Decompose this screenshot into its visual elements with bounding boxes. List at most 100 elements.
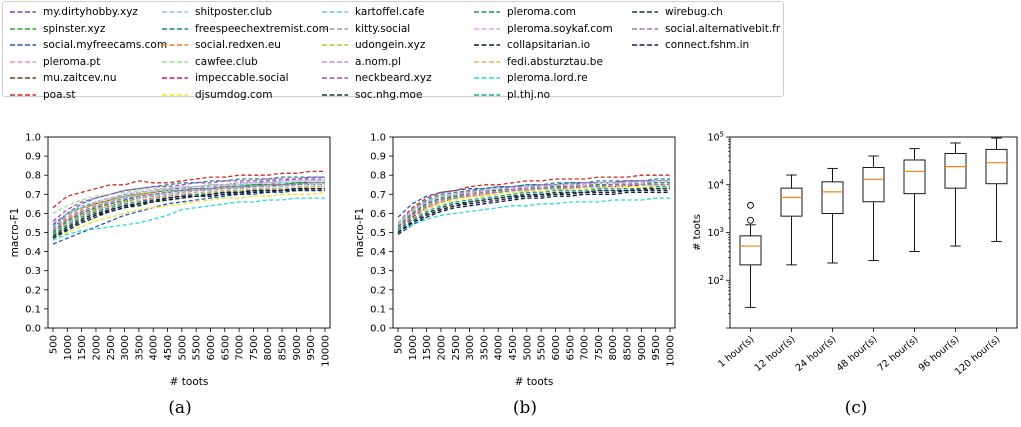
- x-tick-label: 1500: [422, 335, 433, 360]
- x-tick-label: 7500: [594, 335, 605, 360]
- legend-item: impeccable.social: [161, 70, 289, 86]
- legend-label: kitty.social: [355, 22, 411, 35]
- legend-label: a.nom.pl: [355, 55, 401, 68]
- legend-swatch: [474, 60, 500, 63]
- legend-label: pleroma.lord.re: [507, 72, 588, 84]
- legend-swatch: [10, 77, 36, 79]
- y-tick-label: 0.9: [25, 152, 41, 163]
- series-line: [397, 184, 670, 230]
- y-tick-label: 105: [707, 131, 724, 144]
- legend-swatch: [10, 60, 36, 63]
- series-line: [397, 189, 670, 234]
- legend-item: my.dirtyhobby.xyz: [9, 4, 138, 20]
- y-tick-label: 102: [707, 274, 724, 287]
- x-tick-label: 1 hour(s): [716, 334, 756, 370]
- y-axis-label: # toots: [692, 214, 703, 251]
- legend-swatch: [322, 27, 348, 30]
- y-tick-label: 0.7: [370, 190, 386, 201]
- y-axis-label: macro-F1: [354, 208, 366, 258]
- legend-label: pleroma.soykaf.com: [507, 22, 613, 35]
- legend-label: fedi.absturztau.be: [507, 55, 603, 68]
- y-tick-label: 0.2: [370, 285, 386, 296]
- series-line: [52, 187, 325, 235]
- box: [903, 159, 926, 195]
- legend-label: freespeechextremist.com: [195, 22, 329, 35]
- legend-swatch: [474, 11, 500, 13]
- legend-item: pl.thj.no: [473, 87, 550, 103]
- x-tick-label: 4500: [508, 335, 519, 360]
- series-line: [397, 186, 670, 232]
- legend-swatch: [632, 27, 658, 30]
- x-tick-label: 8000: [608, 335, 619, 360]
- legend-item: pleroma.soykaf.com: [473, 21, 613, 37]
- x-tick-label: 7500: [249, 335, 260, 360]
- legend-item: pleroma.pt: [9, 54, 100, 70]
- x-tick-label: 4500: [163, 335, 174, 360]
- legend-label: connect.fshm.in: [665, 39, 750, 51]
- series-line: [52, 186, 325, 235]
- x-tick-label: 5500: [192, 335, 203, 360]
- series-line: [52, 180, 325, 228]
- y-tick-label: 103: [707, 226, 724, 239]
- x-axis-label: # toots: [170, 376, 209, 388]
- x-tick-label: 72 hour(s): [876, 334, 921, 374]
- x-tick-label: 9500: [306, 335, 317, 360]
- box: [985, 148, 1008, 185]
- x-tick-label: 6000: [551, 335, 562, 360]
- y-tick-label: 0.3: [370, 266, 386, 277]
- legend-label: poa.st: [43, 88, 76, 101]
- x-tick-label: 3500: [134, 335, 145, 360]
- box: [944, 153, 967, 189]
- legend-label: impeccable.social: [195, 72, 289, 84]
- legend-swatch: [322, 93, 348, 96]
- legend-item: spinster.xyz: [9, 21, 105, 37]
- x-tick-label: 6500: [565, 335, 576, 360]
- y-tick-label: 104: [707, 178, 724, 191]
- x-tick-label: 3000: [465, 335, 476, 360]
- legend-item: freespeechextremist.com: [161, 21, 329, 37]
- series-line: [397, 191, 670, 235]
- y-tick-label: 0.3: [25, 266, 41, 277]
- series-line: [52, 187, 325, 239]
- y-tick-label: 0.9: [370, 152, 386, 163]
- legend-item: cawfee.club: [161, 54, 258, 70]
- legend-swatch: [474, 93, 500, 96]
- x-tick-label: 24 hour(s): [794, 334, 839, 374]
- box: [862, 167, 885, 203]
- x-tick-label: 2500: [106, 335, 117, 360]
- x-axis-label: # toots: [515, 376, 554, 388]
- x-tick-label: 7000: [580, 335, 591, 360]
- y-tick-label: 0.4: [370, 247, 386, 258]
- caption-a: (a): [168, 398, 192, 418]
- legend: my.dirtyhobby.xyz spinster.xyz social.myfr…: [2, 1, 784, 101]
- series-line: [397, 180, 670, 226]
- x-tick-label: 5000: [177, 335, 188, 360]
- legend-item: pleroma.lord.re: [473, 70, 588, 86]
- legend-label: neckbeard.xyz: [355, 72, 432, 84]
- legend-label: shitposter.club: [195, 6, 272, 18]
- y-tick-label: 0.7: [25, 190, 41, 201]
- legend-label: kartoffel.cafe: [355, 6, 425, 18]
- caption-b: (b): [512, 398, 538, 418]
- y-tick-label: 0.8: [25, 171, 41, 182]
- x-tick-label: 3000: [120, 335, 131, 360]
- caption-c: (c): [844, 398, 868, 418]
- legend-label: social.redxen.eu: [195, 39, 281, 51]
- legend-label: social.alternativebit.fr: [665, 22, 781, 35]
- legend-item: wirebug.ch: [631, 4, 723, 20]
- legend-label: pleroma.pt: [43, 55, 101, 68]
- x-tick-label: 9000: [637, 335, 648, 360]
- box-plot-c: 102 103 104 105 1 hour(s)12 hour(s)24 hour(s…: [692, 131, 1018, 378]
- legend-label: mu.zaitcev.nu: [43, 72, 117, 84]
- legend-item: mu.zaitcev.nu: [9, 70, 116, 86]
- legend-swatch: [162, 60, 188, 63]
- x-tick-label: 8500: [278, 335, 289, 360]
- y-tick-label: 0.0: [25, 324, 41, 335]
- legend-item: a.nom.pl: [321, 54, 401, 70]
- x-tick-label: 10000: [321, 335, 332, 367]
- x-tick-label: 9000: [292, 335, 303, 360]
- legend-label: soc.nhg.moe: [355, 88, 423, 101]
- y-tick-label: 0.0: [370, 324, 386, 335]
- outlier-point: [747, 216, 754, 224]
